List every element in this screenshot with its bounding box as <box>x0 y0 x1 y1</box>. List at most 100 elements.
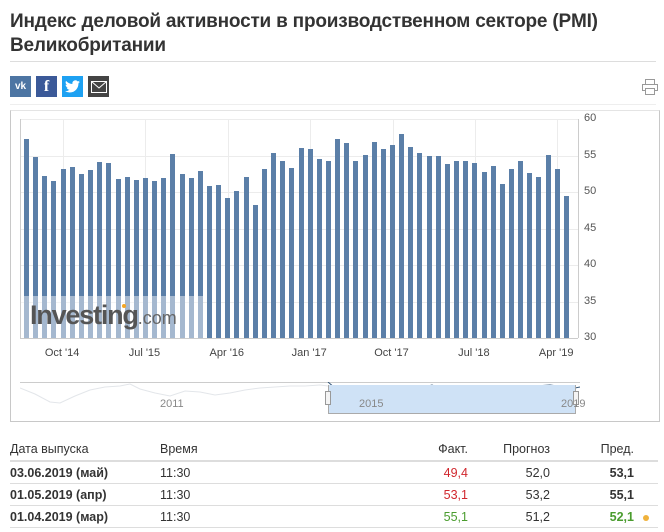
y-axis-line <box>578 119 579 338</box>
bar[interactable] <box>371 142 377 338</box>
bar[interactable] <box>499 183 505 338</box>
bar[interactable] <box>42 175 48 338</box>
bar[interactable] <box>133 180 139 338</box>
time-cell: 11:30 <box>160 487 191 502</box>
bar[interactable] <box>316 159 322 338</box>
x-tick-label: Apr '19 <box>538 347 574 359</box>
bar[interactable] <box>536 176 542 338</box>
twitter-icon <box>65 80 80 93</box>
grid-line <box>21 119 578 120</box>
bar[interactable] <box>554 169 560 338</box>
y-tick-label: 35 <box>584 294 597 307</box>
y-tick-label: 45 <box>584 221 597 234</box>
bar[interactable] <box>252 205 258 338</box>
vk-icon: vk <box>14 81 27 92</box>
bar[interactable] <box>152 181 158 338</box>
share-bar: vk f <box>10 76 109 97</box>
bar[interactable] <box>344 143 350 338</box>
print-button[interactable] <box>641 78 659 96</box>
bar[interactable] <box>527 173 533 338</box>
twitter-share-button[interactable] <box>62 76 83 97</box>
bar[interactable] <box>271 153 277 338</box>
bar[interactable] <box>444 163 450 338</box>
col-actual-header: Факт. <box>438 442 468 456</box>
bar[interactable] <box>490 165 496 338</box>
bar[interactable] <box>362 154 368 338</box>
bar[interactable] <box>508 169 514 338</box>
bar[interactable] <box>454 160 460 338</box>
bar[interactable] <box>115 178 121 338</box>
bar[interactable] <box>261 168 267 338</box>
vk-share-button[interactable]: vk <box>10 76 31 97</box>
navigator-label: 2011 <box>160 398 184 410</box>
facebook-share-button[interactable]: f <box>36 76 57 97</box>
col-date-header: Дата выпуска <box>10 442 89 456</box>
x-tick-label: Oct '14 <box>44 347 80 359</box>
bar[interactable] <box>298 148 304 338</box>
x-axis-line <box>20 338 578 339</box>
bar[interactable] <box>97 162 103 338</box>
bar[interactable] <box>545 154 551 338</box>
bar[interactable] <box>325 161 331 338</box>
watermark-overlay <box>21 296 203 338</box>
bar[interactable] <box>24 139 29 338</box>
bar[interactable] <box>78 173 84 338</box>
bar[interactable] <box>88 170 94 338</box>
investing-logo: Investing.com <box>30 300 177 330</box>
navigator-left-handle[interactable] <box>325 391 331 405</box>
bar[interactable] <box>353 160 359 338</box>
bar[interactable] <box>60 169 66 338</box>
bar[interactable] <box>463 160 469 338</box>
email-share-button[interactable] <box>88 76 109 97</box>
bar[interactable] <box>225 197 231 338</box>
previous-cell: 53,1 <box>609 465 634 480</box>
bar[interactable] <box>280 161 286 338</box>
bar[interactable] <box>243 176 249 338</box>
bar[interactable] <box>417 153 423 338</box>
bar[interactable] <box>234 191 240 338</box>
forecast-cell: 52,0 <box>525 465 550 480</box>
bar[interactable] <box>289 167 295 338</box>
x-tick-label: Jul '18 <box>458 347 490 359</box>
bar[interactable] <box>170 154 176 338</box>
bar[interactable] <box>33 156 39 338</box>
bar[interactable] <box>472 162 478 338</box>
y-tick-label: 30 <box>584 331 597 343</box>
bar[interactable] <box>188 178 194 338</box>
bar[interactable] <box>161 178 167 338</box>
x-tick-label: Apr '16 <box>209 347 245 359</box>
revised-indicator-icon[interactable] <box>643 514 649 521</box>
date-cell: 03.06.2019 (май) <box>10 465 109 480</box>
actual-cell: 49,4 <box>443 465 468 480</box>
bar[interactable] <box>390 144 395 338</box>
bar[interactable] <box>197 170 203 338</box>
y-tick-label: 55 <box>584 148 597 161</box>
bar[interactable] <box>124 177 130 338</box>
bar[interactable] <box>207 186 212 338</box>
bar[interactable] <box>380 148 386 338</box>
bar[interactable] <box>563 196 569 338</box>
bar[interactable] <box>399 133 405 338</box>
bar[interactable] <box>51 181 57 338</box>
col-previous-header: Пред. <box>600 442 634 456</box>
bar[interactable] <box>106 162 112 338</box>
logo-dot <box>122 304 126 308</box>
bar[interactable] <box>216 184 222 338</box>
bar[interactable] <box>435 156 441 338</box>
navigator-right-handle[interactable] <box>573 391 579 405</box>
divider <box>10 61 656 62</box>
navigator-label: 2015 <box>359 398 384 410</box>
bar[interactable] <box>307 148 313 338</box>
bar[interactable] <box>69 167 75 338</box>
bar[interactable] <box>481 171 487 338</box>
actual-cell: 53,1 <box>443 487 468 502</box>
bar[interactable] <box>335 139 341 338</box>
bar[interactable] <box>142 178 148 338</box>
chart-navigator[interactable] <box>20 382 580 414</box>
bar[interactable] <box>408 146 414 338</box>
navigator-selection[interactable] <box>328 385 576 414</box>
navigator-label: 2019 <box>561 398 586 410</box>
bar[interactable] <box>179 173 185 338</box>
bar[interactable] <box>518 161 524 338</box>
bar[interactable] <box>426 155 432 338</box>
